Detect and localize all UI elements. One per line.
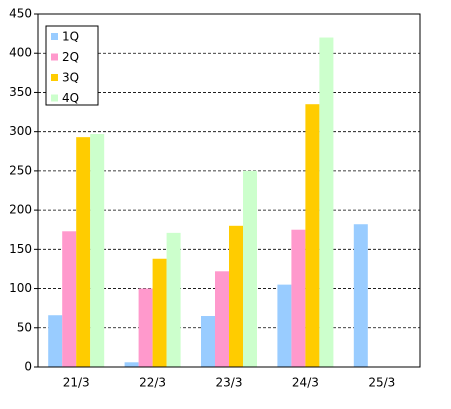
y-tick-label: 100 <box>9 281 32 295</box>
y-tick-label: 350 <box>9 85 32 99</box>
bar <box>166 232 181 367</box>
bar <box>277 284 292 367</box>
y-tick-label: 300 <box>9 124 32 138</box>
plot-frame <box>37 13 421 368</box>
x-tick-label: 22/3 <box>139 376 166 390</box>
y-tick-label: 400 <box>9 46 32 60</box>
bar <box>90 134 105 367</box>
legend-swatch <box>51 53 58 61</box>
bar <box>76 137 91 367</box>
y-tick-label: 450 <box>9 7 32 21</box>
legend-label: 2Q <box>62 50 79 64</box>
bar <box>62 231 77 367</box>
bar <box>124 362 139 367</box>
legend-label: 1Q <box>62 30 79 44</box>
bar <box>138 288 153 367</box>
y-tick-label: 150 <box>9 242 32 256</box>
bar <box>152 258 167 367</box>
bar <box>215 271 229 367</box>
legend-label: 3Q <box>62 71 79 85</box>
legend-label: 4Q <box>62 91 79 105</box>
bar <box>291 229 306 367</box>
legend-swatch <box>51 33 58 40</box>
legend-swatch <box>51 94 58 102</box>
bar <box>243 170 257 367</box>
y-tick-label: 0 <box>24 360 32 374</box>
x-tick-label: 25/3 <box>368 376 395 390</box>
x-tick-label: 21/3 <box>63 376 90 390</box>
bar <box>353 224 368 367</box>
y-tick-label: 250 <box>9 163 32 177</box>
y-tick-label: 50 <box>17 320 32 334</box>
legend-swatch <box>51 74 58 81</box>
y-tick-label: 200 <box>9 203 32 217</box>
bar <box>48 315 63 367</box>
bar <box>201 316 215 367</box>
bar <box>305 104 320 367</box>
bar <box>229 225 243 367</box>
bar <box>319 37 334 368</box>
x-tick-label: 24/3 <box>292 376 319 390</box>
x-tick-label: 23/3 <box>216 376 243 390</box>
